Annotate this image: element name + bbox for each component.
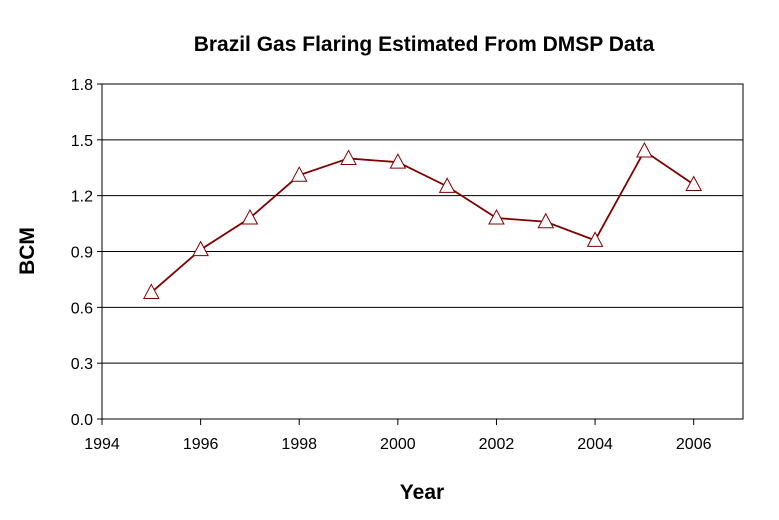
y-tick-label: 1.2 bbox=[71, 189, 93, 206]
axis-ticks: 0.0 0.3 0.6 0.9 1.2 1.5 1.8 1994 1996 1998 2000 200… bbox=[71, 77, 712, 453]
y-tick-label: 1.8 bbox=[71, 77, 93, 94]
data-point-marker bbox=[537, 212, 555, 229]
x-tick-label: 1994 bbox=[84, 436, 120, 453]
x-tick-label: 2002 bbox=[479, 436, 515, 453]
series-line bbox=[150, 149, 695, 294]
data-point-marker bbox=[685, 175, 703, 191]
y-tick-label: 0.9 bbox=[71, 245, 93, 262]
data-point-marker bbox=[142, 283, 160, 299]
data-point-marker bbox=[192, 240, 209, 257]
x-tick-label: 2006 bbox=[676, 436, 712, 453]
data-point-marker bbox=[438, 177, 456, 193]
data-point-marker bbox=[586, 231, 604, 247]
data-point-marker bbox=[488, 208, 505, 225]
data-point-marker bbox=[636, 141, 653, 158]
gridlines bbox=[102, 139, 743, 364]
x-tick-label: 1998 bbox=[281, 436, 317, 453]
series bbox=[142, 141, 703, 299]
data-point-marker bbox=[290, 166, 308, 182]
data-point-marker bbox=[389, 153, 407, 169]
data-point-marker bbox=[340, 149, 357, 165]
y-tick-label: 0.3 bbox=[71, 356, 93, 373]
y-axis-label: BCM bbox=[16, 227, 39, 275]
y-tick-label: 0.0 bbox=[71, 412, 93, 429]
chart-title: Brazil Gas Flaring Estimated From DMSP D… bbox=[194, 33, 655, 56]
y-tick-label: 1.5 bbox=[71, 133, 93, 150]
x-axis-label: Year bbox=[400, 481, 444, 504]
x-tick-label: 1996 bbox=[183, 436, 219, 453]
x-tick-label: 2000 bbox=[380, 436, 416, 453]
data-point-marker bbox=[241, 208, 259, 225]
y-tick-label: 0.6 bbox=[71, 300, 93, 317]
x-tick-label: 2004 bbox=[577, 436, 613, 453]
